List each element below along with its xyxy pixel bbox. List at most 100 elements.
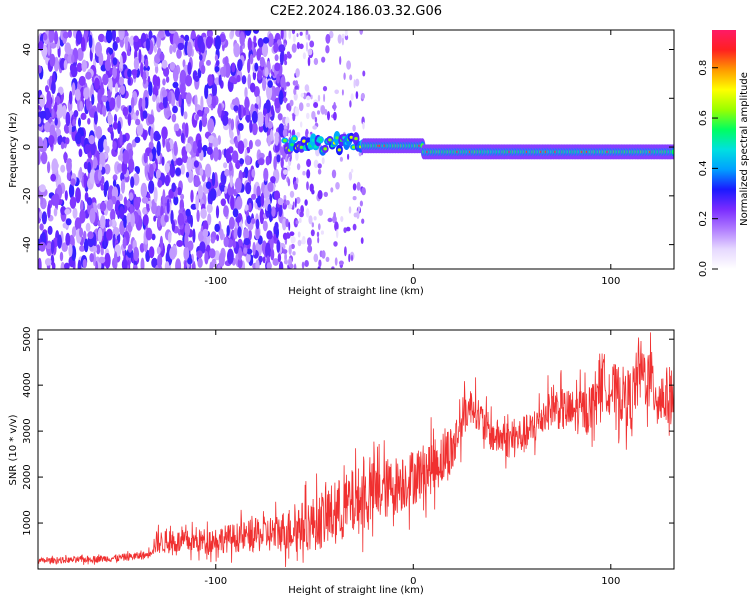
heatmap-cell — [306, 112, 310, 120]
heatmap-cell — [296, 42, 300, 50]
heatmap-cell — [140, 62, 144, 78]
heatmap-cell — [313, 159, 319, 169]
heatmap-cell — [232, 78, 238, 85]
heatmap-cell — [63, 59, 68, 70]
heatmap-cell — [206, 203, 213, 214]
heatmap-cell — [142, 130, 147, 141]
heatmap-cell — [41, 211, 48, 225]
heatmap-cell — [102, 73, 109, 86]
heatmap-cell — [237, 123, 244, 131]
heatmap-cell — [74, 217, 82, 232]
heatmap-cell — [162, 94, 168, 109]
heatmap-cell — [362, 121, 365, 130]
heatmap-cell — [143, 152, 148, 164]
heatmap-cell — [285, 218, 289, 228]
heatmap-cell — [88, 108, 96, 118]
heatmap-cell — [157, 30, 165, 39]
heatmap-cell — [239, 158, 245, 165]
heatmap-cell — [168, 91, 172, 105]
heatmap-cell — [289, 157, 292, 162]
heatmap-cell — [111, 219, 116, 227]
heatmap-cell — [180, 163, 185, 175]
heatmap-axes: -100 0 100 -40 -20 0 20 40 — [22, 30, 674, 287]
heatmap-cell — [47, 41, 51, 56]
heatmap-cell — [295, 68, 300, 78]
heatmap-cell — [83, 161, 88, 170]
heatmap-cell — [86, 197, 93, 206]
heatmap-cell — [132, 264, 138, 269]
heatmap-cell — [73, 110, 79, 118]
heatmap-cell — [236, 74, 241, 83]
heatmap-cell — [255, 259, 260, 269]
heatmap-cell — [306, 95, 311, 101]
heatmap-cell — [323, 147, 328, 151]
heatmap-cell — [100, 214, 106, 229]
heatmap-cell — [101, 175, 105, 185]
heatmap-cell — [293, 263, 297, 269]
heatmap-cell — [183, 246, 190, 261]
heatmap-cell — [274, 62, 281, 72]
heatmap-cell — [145, 227, 153, 241]
heatmap-cell — [170, 93, 176, 107]
heatmap-ylabel: Frequency (Hz) — [8, 112, 19, 188]
heatmap-cell — [85, 71, 92, 80]
heatmap-cell — [359, 30, 364, 35]
heatmap-cell — [207, 74, 213, 87]
heatmap-cell — [100, 263, 105, 269]
heatmap-cell — [204, 163, 212, 178]
snr-line — [38, 332, 674, 568]
heatmap-cell — [53, 207, 58, 217]
heatmap-cell — [104, 59, 111, 71]
heatmap-cell — [282, 249, 288, 254]
heatmap-cell — [254, 139, 262, 147]
heatmap-cell — [225, 148, 231, 164]
heatmap-cell — [255, 218, 260, 230]
heatmap-cell — [157, 179, 163, 188]
heatmap-cell — [334, 89, 340, 95]
heatmap-cell — [348, 206, 352, 214]
heatmap-cell — [337, 148, 342, 152]
heatmap-cell — [244, 155, 251, 166]
heatmap-cell — [243, 247, 248, 254]
heatmap-cell — [311, 110, 316, 120]
heatmap-cell — [283, 169, 288, 175]
heatmap-cell — [149, 152, 153, 162]
heatmap-cell — [39, 210, 43, 219]
heatmap-cell — [80, 112, 87, 120]
heatmap-cell — [244, 30, 252, 36]
heatmap-cell — [335, 182, 340, 190]
heatmap-cell — [245, 182, 252, 195]
heatmap-cell — [123, 216, 127, 229]
heatmap-cell — [185, 171, 190, 178]
heatmap-cell — [349, 135, 354, 139]
heatmap-cell — [157, 215, 161, 228]
heatmap-cell — [124, 35, 129, 52]
heatmap-cell — [349, 100, 352, 108]
y-tick-label: -40 — [22, 236, 33, 252]
heatmap-cell — [265, 155, 270, 166]
heatmap-cell — [226, 225, 230, 237]
heatmap-cell — [105, 180, 109, 192]
heatmap-cell — [295, 220, 299, 225]
heatmap-cell — [353, 79, 356, 89]
heatmap-cell — [214, 35, 221, 51]
heatmap-cell — [156, 133, 161, 141]
heatmap-cell — [350, 168, 354, 173]
heatmap-cell — [68, 121, 72, 135]
heatmap-cell — [83, 238, 89, 253]
x-tick-label: -100 — [204, 276, 227, 287]
heatmap-cell — [211, 81, 217, 98]
heatmap-cell — [72, 119, 76, 127]
heatmap-cell — [261, 42, 269, 58]
heatmap-cell — [313, 253, 319, 263]
heatmap-cell — [71, 82, 76, 96]
heatmap-cell — [214, 223, 220, 233]
heatmap-cell — [113, 113, 118, 123]
heatmap-cell — [248, 202, 252, 211]
heatmap-cell — [93, 111, 98, 125]
heatmap-cell — [46, 90, 52, 104]
heatmap-cell — [66, 158, 72, 173]
heatmap-cell — [99, 201, 107, 212]
heatmap-cell — [231, 150, 239, 163]
snr-panel: -100 0 100 1000 2000 3000 4000 5000 Height of s… — [8, 326, 675, 596]
